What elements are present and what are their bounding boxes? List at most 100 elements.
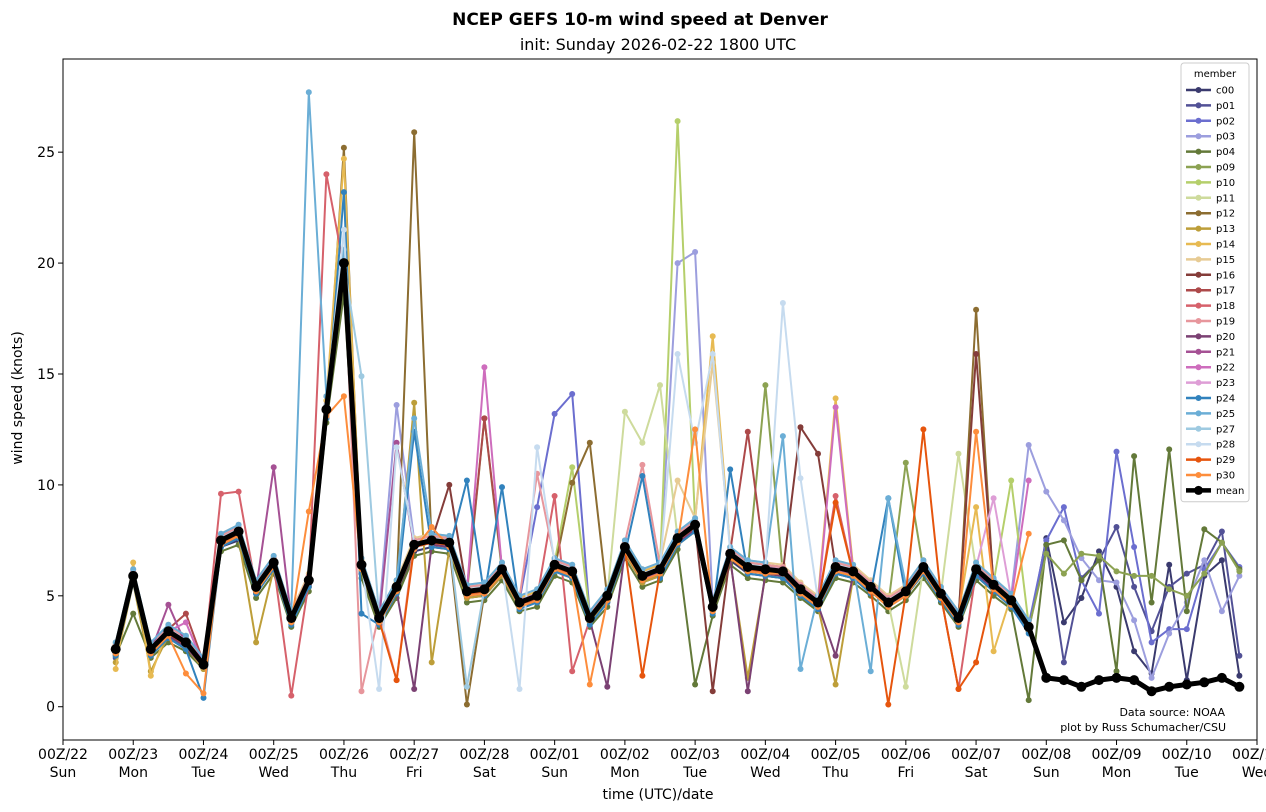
series-point-p18: [551, 493, 558, 499]
series-point-p12: [411, 129, 418, 136]
series-point-p03: [1060, 517, 1067, 524]
legend-entry-p19: p19: [1186, 317, 1235, 328]
series-p28: [112, 226, 1032, 692]
series-p09: [112, 266, 1243, 668]
series-point-mean: [619, 542, 630, 552]
series-point-p02: [1148, 639, 1155, 646]
series-point-p25: [692, 515, 699, 522]
series-point-mean: [1094, 675, 1104, 686]
series-point-p04: [1025, 697, 1032, 704]
series-point-p29: [973, 659, 980, 666]
x-tick-day: Thu: [330, 765, 357, 781]
series-point-p04: [130, 610, 137, 617]
x-tick-day: Wed: [1242, 765, 1266, 781]
legend-entry-p09: p09: [1186, 163, 1235, 174]
series-point-p02: [551, 410, 558, 417]
legend-entry-p13: p13: [1186, 224, 1235, 235]
legend-entry-p01: p01: [1186, 101, 1235, 112]
series-point-mean: [286, 613, 297, 623]
series-point-p29: [885, 701, 892, 708]
legend-entry-p30: p30: [1186, 471, 1235, 482]
series-point-p04: [253, 595, 260, 601]
series-point-p02: [569, 391, 576, 397]
series-point-p09: [1201, 570, 1208, 577]
series-point-mean: [760, 564, 771, 575]
legend-marker-p29: [1195, 456, 1202, 463]
series-point-mean: [883, 597, 894, 608]
y-tick-label: 15: [37, 367, 55, 383]
x-tick-day: Mon: [1102, 765, 1132, 781]
series-point-mean: [707, 601, 718, 612]
legend-entry-p04: p04: [1186, 147, 1235, 158]
series-point-p03: [1201, 557, 1208, 564]
legend-entry-c00: c00: [1186, 86, 1234, 97]
series-point-mean: [1058, 675, 1069, 686]
series-point-p13: [428, 659, 435, 666]
series-point-p01: [1060, 659, 1067, 666]
legend-label-c00: c00: [1216, 86, 1234, 97]
series-point-mean: [935, 588, 946, 599]
series-point-p03: [692, 249, 699, 255]
series-point-p01: [1218, 528, 1225, 535]
series-point-mean: [1164, 681, 1175, 692]
credit: Data source: NOAA plot by Russ Schumache…: [1060, 706, 1226, 734]
series-point-p25: [973, 559, 980, 566]
y-tick-label: 0: [46, 700, 55, 716]
series-point-mean: [1234, 681, 1245, 692]
legend-entry-p29: p29: [1186, 455, 1235, 466]
series-point-c00: [1166, 561, 1173, 568]
legend-entry-p15: p15: [1186, 255, 1235, 266]
series-point-mean: [830, 562, 841, 572]
series-point-p04: [692, 681, 699, 688]
series-point-p21: [270, 464, 277, 471]
legend-entry-p03: p03: [1186, 132, 1235, 143]
series-point-p04: [1201, 526, 1208, 533]
series-point-p22: [182, 619, 189, 626]
series-point-p04: [1113, 668, 1120, 675]
legend-marker-p16: [1195, 271, 1202, 278]
series-point-p09: [902, 459, 909, 466]
series-point-p24: [586, 621, 593, 628]
series-point-p14: [112, 666, 119, 672]
series-point-p14: [340, 155, 347, 162]
series-point-p02: [1096, 610, 1102, 617]
series-point-c00: [1096, 548, 1102, 555]
series-point-mean: [145, 644, 156, 655]
series-point-p25: [165, 621, 172, 628]
legend-marker-p25: [1195, 410, 1202, 417]
legend-entry-p16: p16: [1186, 270, 1235, 281]
series-point-mean: [988, 579, 999, 590]
x-tick-day: Sun: [541, 765, 568, 781]
series-point-p22: [1025, 477, 1032, 484]
mean-layer: [110, 258, 1245, 697]
series-point-p03: [1025, 442, 1032, 448]
series-point-mean: [338, 258, 349, 269]
series-point-mean: [1076, 681, 1087, 692]
series-point-p28: [393, 444, 400, 451]
series-point-p28: [797, 475, 804, 482]
x-tick-label: 00Z/05: [811, 747, 861, 763]
series-point-c00: [1236, 672, 1243, 679]
series-point-p11: [902, 683, 909, 690]
series-point-p02: [1113, 448, 1120, 455]
series-point-p09: [1043, 550, 1050, 557]
credit-author: plot by Russ Schumacher/CSU: [1060, 721, 1226, 734]
series-point-p19: [639, 461, 646, 468]
series-point-p03: [1236, 572, 1243, 579]
series-point-p18: [288, 692, 295, 699]
series-point-p24: [463, 477, 470, 484]
legend-marker-p23: [1195, 379, 1202, 386]
series-p25: [112, 89, 1032, 675]
series-point-mean: [128, 570, 139, 581]
legend-label-p14: p14: [1216, 240, 1235, 251]
series-point-p27: [463, 683, 470, 690]
series-p18: [112, 171, 1032, 699]
legend-entry-p27: p27: [1186, 424, 1235, 435]
x-tick-label: 00Z/24: [179, 747, 229, 763]
series-point-p24: [727, 466, 734, 473]
series-point-p25: [744, 557, 751, 564]
legend-label-p27: p27: [1216, 424, 1235, 435]
series-point-p25: [867, 668, 874, 675]
chart-subtitle: init: Sunday 2026-02-22 1800 UTC: [520, 35, 796, 54]
series-point-p30: [340, 393, 347, 400]
